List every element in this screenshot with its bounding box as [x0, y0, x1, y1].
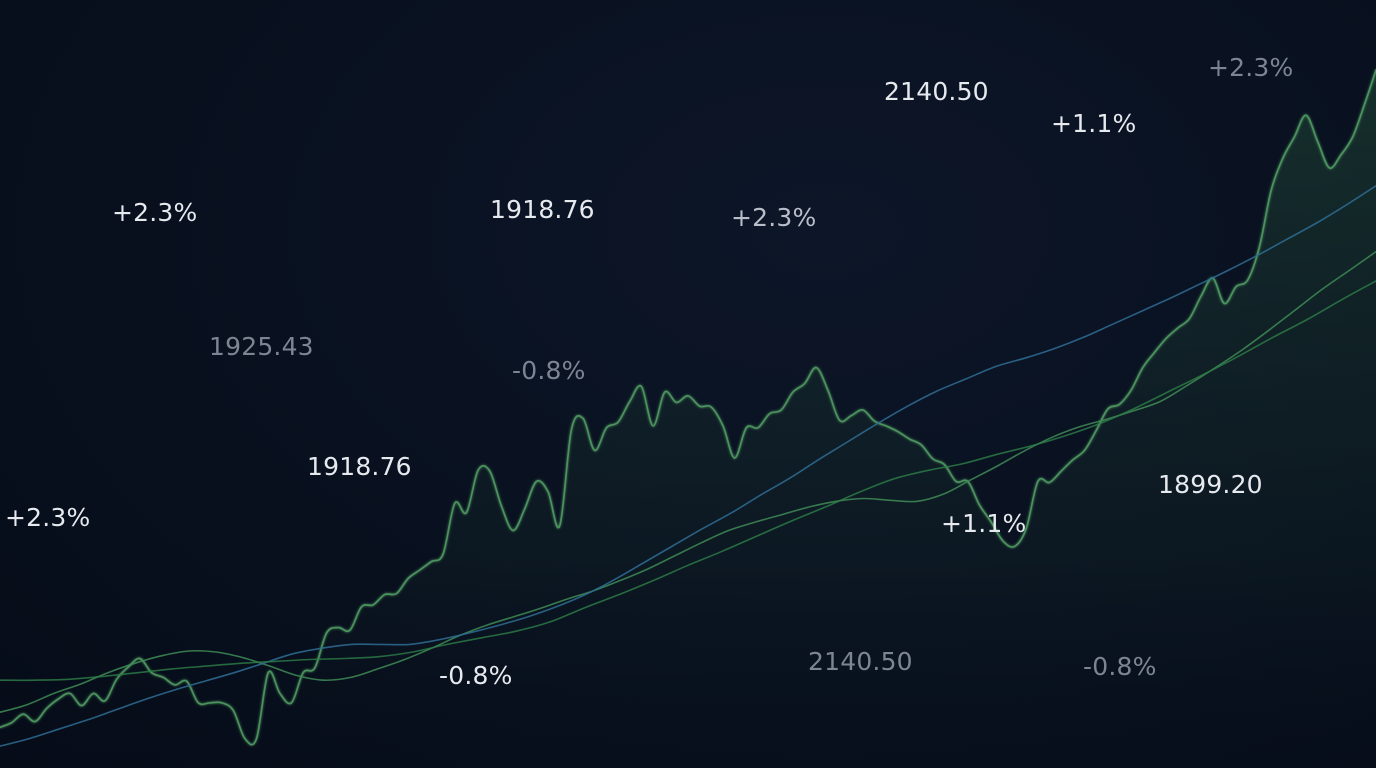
- annotation-label: +1.1%: [941, 509, 1026, 538]
- annotation-label: 1899.20: [1158, 470, 1263, 499]
- annotation-label: +2.3%: [5, 503, 90, 532]
- price-area: [0, 70, 1376, 768]
- annotation-label: -0.8%: [512, 356, 586, 385]
- annotation-label: +2.3%: [1208, 53, 1293, 82]
- annotation-label: -0.8%: [439, 661, 513, 690]
- annotation-label: 1918.76: [490, 195, 595, 224]
- line-layer: [0, 69, 1376, 747]
- annotation-label: +2.3%: [112, 198, 197, 227]
- area-layer: [0, 70, 1376, 768]
- annotation-label: 1918.76: [307, 452, 412, 481]
- trend-line: [0, 280, 1376, 682]
- moving-average-slow-line: [0, 185, 1376, 747]
- price-line: [0, 69, 1376, 746]
- annotation-label: +2.3%: [731, 203, 816, 232]
- annotation-label: 2140.50: [808, 647, 913, 676]
- annotation-label: -0.8%: [1083, 652, 1157, 681]
- annotation-label: 2140.50: [884, 77, 989, 106]
- annotation-label: 1925.43: [209, 332, 314, 361]
- label-layer: +2.3% 1918.76 +2.3% 2140.50 +1.1% +2.3% 1925.4…: [5, 53, 1293, 690]
- annotation-label: +1.1%: [1051, 109, 1136, 138]
- moving-average-fast-line: [0, 250, 1376, 713]
